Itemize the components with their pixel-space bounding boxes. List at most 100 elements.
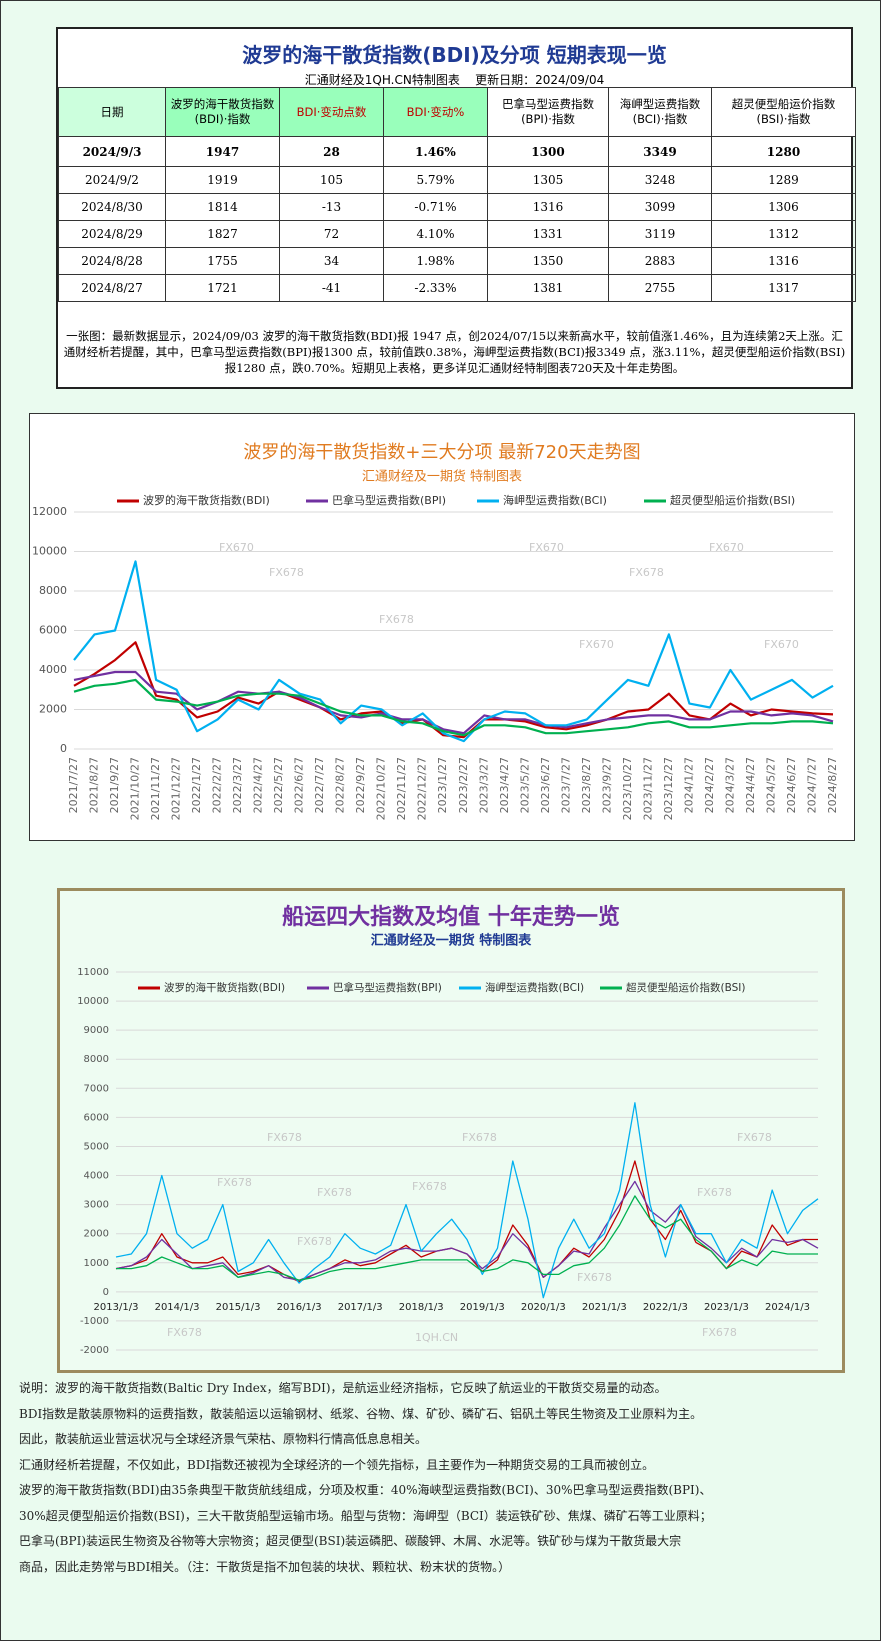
y-tick-label: 5000 [84,1141,109,1152]
table-cell: -41 [279,274,384,302]
note-line: BDI指数是散装原物料的运费指数，散装船运以运输钢材、纸浆、谷物、煤、矿砂、磷矿… [19,1406,703,1421]
y-tick-label: 2000 [84,1229,109,1240]
note-line: 因此，散装航运业营运状况与全球经济景气荣枯、原物料行情高低息息相关。 [19,1432,428,1446]
watermark: FX678 [317,1186,352,1199]
header-line: (BDI)·指数 [194,112,251,126]
table-cell: 1312 [711,220,856,248]
watermark: FX678 [737,1131,772,1144]
header-line: BDI·变动点数 [296,104,367,119]
x-tick-label: 2018/1/3 [399,1302,444,1313]
x-tick-label: 2022/12/27 [416,757,429,820]
table-cell: 1300 [487,136,609,167]
y-tick-label: -1000 [80,1316,109,1327]
series-line [73,560,834,743]
chart-title: 波罗的海干散货指数+三大分项 最新720天走势图 [243,442,640,463]
chart-subtitle: 汇通财经及一期货 特制图表 [362,469,522,485]
table: 日期 波罗的海干散货指数 (BDI)·指数 BDI·变动点数 BDI·变动% 巴拿马型运费… [58,87,856,302]
y-tick-label: 10000 [32,545,67,558]
table-cell: -2.33% [383,274,488,302]
series-line [73,670,834,735]
table-title: 波罗的海干散货指数(BDI)及分项 短期表现一览 [242,43,667,67]
table-cell: -13 [279,193,384,221]
y-tick-label: 8000 [84,1054,109,1065]
watermark: FX670 [219,541,254,554]
x-tick-label: 2022/10/27 [375,757,388,820]
note-line: 商品，因此走势常与BDI相关。（注：干散货是指不加包装的块状、颗粒状、粉末状的货… [19,1559,511,1574]
header-line: 日期 [100,104,124,119]
table-cell: 1331 [487,220,609,248]
x-tick-label: 2023/3/27 [477,757,490,813]
header-cell: 波罗的海干散货指数 (BDI)·指数 [165,87,280,137]
table-cell: 2024/8/27 [58,274,166,302]
series-line [115,1102,819,1299]
watermark: FX670 [709,541,744,554]
table-cell: 1.46% [383,136,488,167]
y-tick-label: 4000 [84,1171,109,1182]
x-tick-label: 2023/1/3 [704,1302,749,1313]
table-cell: 105 [279,166,384,194]
y-tick-label: 6000 [84,1112,109,1123]
table-cell: 2883 [608,247,712,275]
y-tick-label: 6000 [39,624,67,637]
series-line [115,1180,819,1281]
header-line: 海岬型运费指数 [619,97,701,111]
x-tick-label: 2021/8/27 [88,757,101,813]
note-line: 汇通财经析若提醒，不仅如此，BDI指数还被视为全球经济的一个领先指标，且主要作为… [19,1457,655,1472]
legend-label: 海岬型运费指数(BCI) [485,981,584,994]
watermark: FX678 [167,1326,202,1339]
x-tick-label: 2021/9/27 [108,757,121,813]
watermark: FX678 [462,1131,497,1144]
header-line: 超灵便型船运价指数 [731,97,836,111]
x-tick-label: 2022/8/27 [334,757,347,813]
table-cell: -0.71% [383,193,488,221]
y-tick-label: 8000 [39,584,67,597]
table-cell: 1305 [487,166,609,194]
table-cell: 1919 [165,166,280,194]
x-tick-label: 2014/1/3 [155,1302,200,1313]
y-tick-label: 1000 [84,1258,109,1269]
x-tick-label: 2024/1/3 [765,1302,810,1313]
x-tick-label: 2023/1/27 [436,757,449,813]
table-cell: 1306 [711,193,856,221]
x-tick-label: 2024/8/27 [826,757,839,813]
series-line [116,1195,818,1281]
watermark: FX678 [379,613,414,626]
legend-label: 波罗的海干散货指数(BDI) [164,981,285,994]
table-row: 2024/8/28 1755 34 1.98% 1350 2883 1316 [58,247,856,275]
table-cell: 1280 [711,136,856,167]
table-cell: 3349 [608,136,712,167]
x-tick-label: 2024/3/27 [723,757,736,813]
x-tick-label: 2021/1/3 [582,1302,627,1313]
x-tick-label: 2016/1/3 [277,1302,322,1313]
table-cell: 1316 [711,247,856,275]
x-tick-label: 2022/2/27 [211,757,224,813]
note-line: 30%超灵便型船运价指数(BSI)，三大干散货船型运输市场。船型与货物：海岬型（… [19,1508,712,1523]
x-tick-label: 2022/1/3 [643,1302,688,1313]
table-cell: 1316 [487,193,609,221]
x-tick-label: 2022/3/27 [231,757,244,813]
watermark: FX678 [269,566,304,579]
x-tick-label: 2021/11/27 [149,757,162,820]
header-line: (BSI)·指数 [756,112,811,126]
table-cell: 1721 [165,274,280,302]
header-line: 波罗的海干散货指数 [170,97,275,111]
x-tick-label: 2021/7/27 [67,757,80,813]
y-tick-label: 3000 [84,1200,109,1211]
table-cell: 5.79% [383,166,488,194]
y-tick-label: 9000 [84,1025,109,1036]
x-tick-label: 2022/7/27 [313,757,326,813]
legend-label: 超灵便型船运价指数(BSI) [670,493,795,507]
legend-label: 巴拿马型运费指数(BPI) [332,493,446,507]
table-cell: 2755 [608,274,712,302]
x-tick-label: 2023/10/27 [621,757,634,820]
header-cell: 巴拿马型运费指数 (BPI)·指数 [487,87,609,137]
watermark: FX678 [697,1186,732,1199]
table-cell: 1814 [165,193,280,221]
table-cell: 3248 [608,166,712,194]
x-tick-label: 2019/1/3 [460,1302,505,1313]
table-cell: 4.10% [383,220,488,248]
note-line: 巴拿马(BPI)装运民生物资及谷物等大宗物资；超灵便型(BSI)装运磷肥、碳酸钾… [19,1534,682,1548]
x-tick-label: 2022/5/27 [272,757,285,813]
